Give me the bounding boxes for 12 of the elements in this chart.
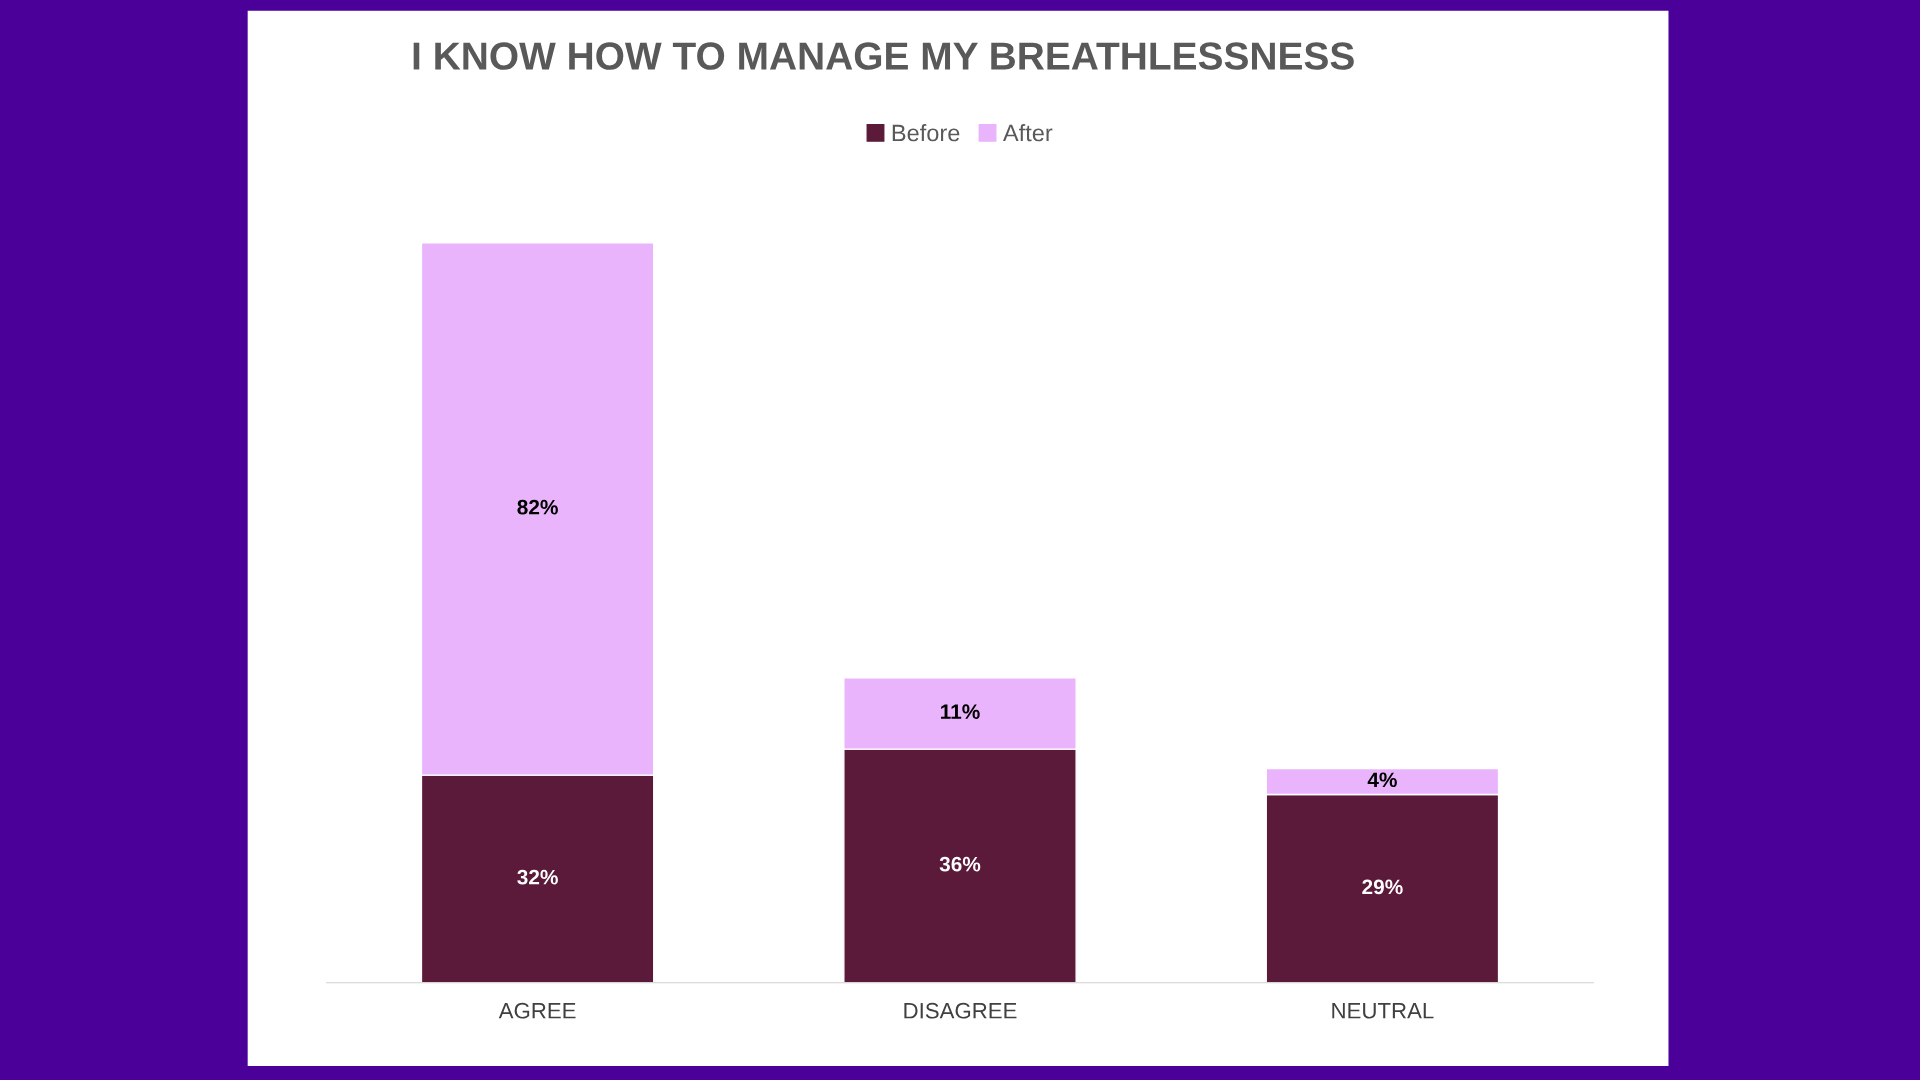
data-label: 36% bbox=[939, 856, 981, 872]
data-label: 29% bbox=[1362, 879, 1403, 895]
legend-label: After bbox=[1002, 124, 1053, 142]
x-tick-label: DISAGREE bbox=[904, 1002, 1017, 1019]
data-label: 4% bbox=[1367, 772, 1397, 788]
legend-label: Before bbox=[892, 124, 960, 142]
data-label: 32% bbox=[517, 869, 558, 885]
x-tick-label: AGREE bbox=[498, 1002, 576, 1019]
data-label: 11% bbox=[941, 704, 980, 719]
x-tick-label: NEUTRAL bbox=[1332, 1003, 1434, 1019]
chart-title: I KNOW HOW TO MANAGE MY BREATHLESSNESS bbox=[413, 42, 1354, 70]
data-label: 82% bbox=[517, 499, 558, 515]
